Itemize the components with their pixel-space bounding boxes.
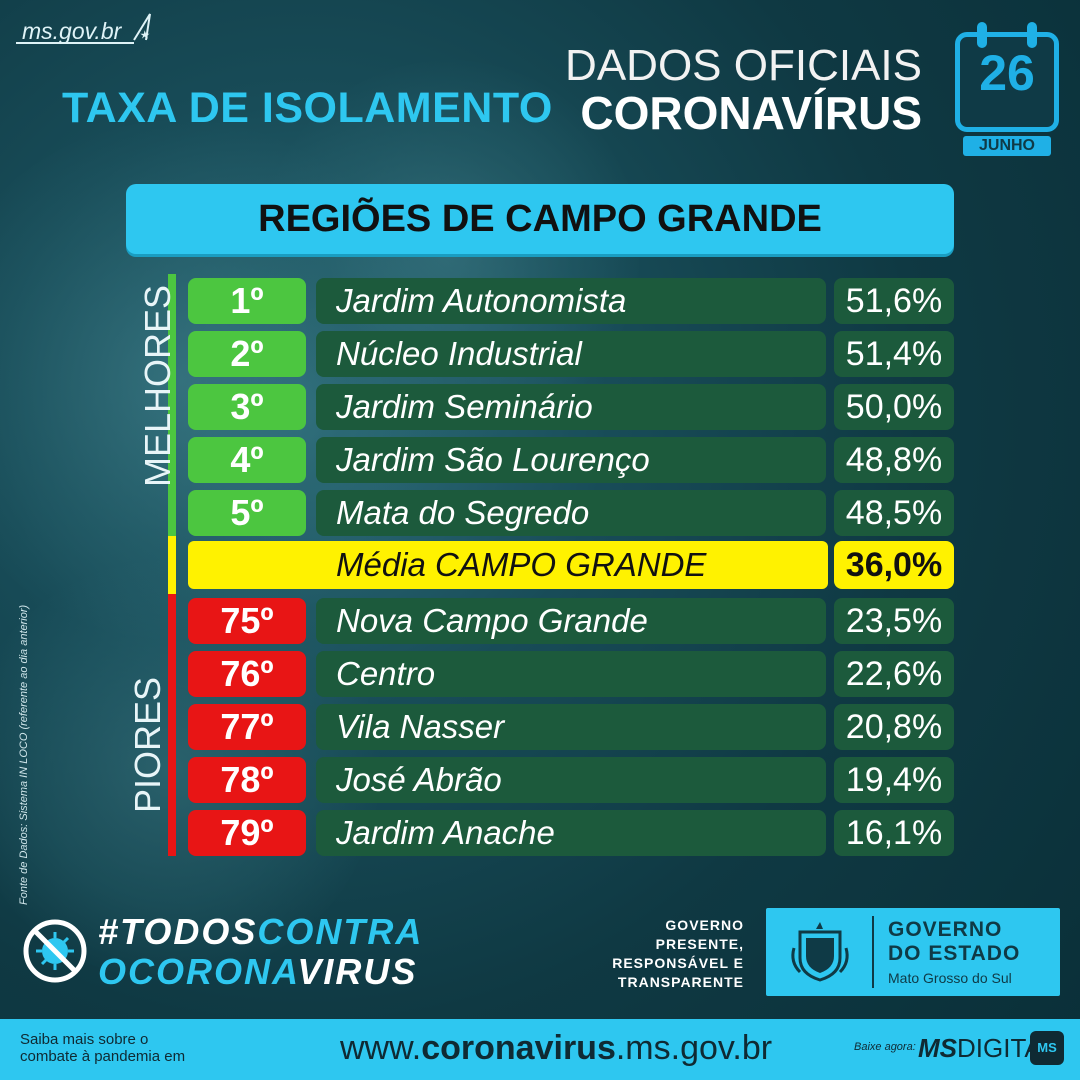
regions-banner: REGIÕES DE CAMPO GRANDE — [126, 184, 954, 254]
state-crest-icon — [791, 922, 849, 982]
star-icon — [133, 13, 151, 41]
isolation-rate: 48,8% — [834, 437, 954, 483]
download-label: Baixe agora: — [854, 1041, 916, 1053]
region-name: Jardim São Lourenço — [316, 437, 826, 483]
average-indicator-bar — [168, 536, 176, 594]
data-source-note: Fonte de Dados: Sistema IN LOCO (referen… — [18, 604, 30, 905]
rank-badge: 1º — [188, 278, 306, 324]
isolation-rate: 51,6% — [834, 278, 954, 324]
region-name: Jardim Seminário — [316, 384, 826, 430]
region-name: Nova Campo Grande — [316, 598, 826, 644]
site-label: ms.gov.br — [22, 18, 122, 44]
best-indicator-bar — [168, 274, 176, 536]
average-row: Média CAMPO GRANDE — [188, 541, 828, 589]
state-name: Mato Grosso do Sul — [888, 970, 1012, 986]
coronavirus-label: CORONAVÍRUS — [580, 87, 922, 139]
isolation-rate: 51,4% — [834, 331, 954, 377]
rank-badge: 76º — [188, 651, 306, 697]
footer: Saiba mais sobre o combate à pandemia em… — [0, 1019, 1080, 1080]
rank-badge: 3º — [188, 384, 306, 430]
calendar-day: 26 — [979, 45, 1035, 101]
dados-oficiais-label: DADOS OFICIAIS — [565, 41, 922, 90]
ms-app-icon[interactable]: MS — [1030, 1031, 1064, 1065]
isolation-rate: 20,8% — [834, 704, 954, 750]
region-name: Vila Nasser — [316, 704, 826, 750]
rank-badge: 75º — [188, 598, 306, 644]
calendar-icon: 26 JUNHO — [955, 22, 1059, 156]
rank-badge: 79º — [188, 810, 306, 856]
worst-label: PIORES — [127, 676, 168, 814]
region-name: Mata do Segredo — [316, 490, 826, 536]
page-title: TAXA DE ISOLAMENTO — [62, 84, 553, 132]
region-name: José Abrão — [316, 757, 826, 803]
isolation-rate: 22,6% — [834, 651, 954, 697]
official-data-heading: DADOS OFICIAIS CORONAVÍRUS — [565, 41, 922, 139]
rank-badge: 77º — [188, 704, 306, 750]
calendar-month: JUNHO — [963, 136, 1051, 156]
campaign-hashtag: #TODOSCONTRA OCORONAVIRUS — [98, 911, 424, 992]
rank-badge: 4º — [188, 437, 306, 483]
government-name-line2: DO ESTADO — [888, 942, 1021, 965]
government-name-line1: GOVERNO — [888, 918, 1003, 941]
region-name: Jardim Autonomista — [316, 278, 826, 324]
rank-badge: 78º — [188, 757, 306, 803]
region-name: Jardim Anache — [316, 810, 826, 856]
region-name: Centro — [316, 651, 826, 697]
region-name: Núcleo Industrial — [316, 331, 826, 377]
isolation-rate: 19,4% — [834, 757, 954, 803]
government-logo: GOVERNO DO ESTADO Mato Grosso do Sul — [766, 908, 1060, 996]
average-rate: 36,0% — [834, 541, 954, 589]
best-label: MELHORES — [137, 284, 178, 487]
website-link[interactable]: www.coronavirus.ms.gov.br — [340, 1029, 773, 1067]
isolation-rate: 16,1% — [834, 810, 954, 856]
isolation-rate: 50,0% — [834, 384, 954, 430]
rank-badge: 2º — [188, 331, 306, 377]
rank-badge: 5º — [188, 490, 306, 536]
site-logo: ms.gov.br — [16, 12, 152, 46]
isolation-rate: 23,5% — [834, 598, 954, 644]
average-label: Média CAMPO GRANDE — [336, 546, 707, 583]
government-slogan: GOVERNO PRESENTE, RESPONSÁVEL E TRANSPAR… — [612, 917, 744, 990]
no-virus-icon — [23, 919, 87, 983]
worst-indicator-bar — [168, 594, 176, 856]
isolation-rate: 48,5% — [834, 490, 954, 536]
footer-info: Saiba mais sobre o combate à pandemia em — [20, 1031, 186, 1065]
